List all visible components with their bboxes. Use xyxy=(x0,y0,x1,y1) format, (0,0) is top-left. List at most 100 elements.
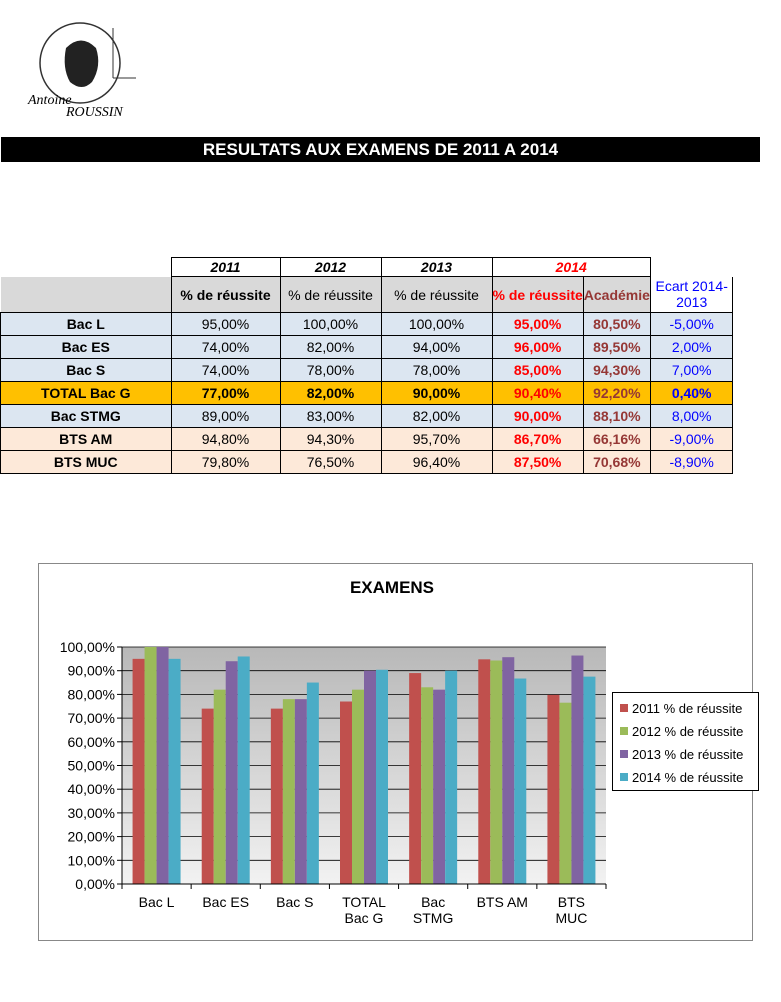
bar xyxy=(144,647,157,884)
results-table: 2011 2012 2013 2014% de réussite% de réussi… xyxy=(0,257,734,474)
table-row: TOTAL Bac G 77,00% 82,00% 90,00% 90,40% 92,20… xyxy=(0,381,734,405)
bar xyxy=(364,670,376,884)
cell: 96,40% xyxy=(380,450,493,474)
legend-label: 2013 % de réussite xyxy=(632,747,743,762)
bar xyxy=(433,689,446,884)
y-tick-label: 100,00% xyxy=(60,639,115,655)
header-row: % de réussite% de réussite% de réussite%… xyxy=(0,276,734,313)
cell: 94,30% xyxy=(279,427,382,451)
blank xyxy=(649,257,733,277)
column-header: Académie xyxy=(582,276,651,313)
bar xyxy=(306,682,319,884)
table-row: BTS MUC 79,80% 76,50% 96,40% 87,50% 70,68% -8,… xyxy=(0,450,734,474)
bar xyxy=(514,678,527,884)
chart-title: EXAMENS xyxy=(350,578,434,597)
bar xyxy=(421,687,434,884)
legend-box xyxy=(612,692,759,791)
cell: 88,10% xyxy=(582,404,651,428)
y-tick-label: 20,00% xyxy=(68,829,115,845)
x-tick-label: BTS MUC xyxy=(555,894,588,926)
y-tick-label: 0,00% xyxy=(75,876,115,892)
cell: 87,50% xyxy=(491,450,584,474)
cell: -8,90% xyxy=(649,450,734,474)
table-row: Bac L 95,00% 100,00% 100,00% 95,00% 80,50% -5,… xyxy=(0,312,734,336)
x-tick-label: Bac STMG xyxy=(412,894,454,926)
cell: -9,00% xyxy=(649,427,734,451)
x-tick-label: Bac S xyxy=(276,894,314,910)
y-tick-label: 30,00% xyxy=(68,805,115,821)
y-tick-label: 10,00% xyxy=(68,852,115,868)
logo: Antoine ROUSSIN xyxy=(27,22,136,120)
table-row: Bac ES 74,00% 82,00% 94,00% 96,00% 89,50% 2,00… xyxy=(0,335,734,359)
bar xyxy=(376,669,388,884)
cell: 82,00% xyxy=(279,381,382,405)
bar xyxy=(352,689,364,884)
logo-text: Antoine xyxy=(27,93,72,108)
row-label: BTS MUC xyxy=(0,450,172,474)
cell: 89,00% xyxy=(170,404,281,428)
bar xyxy=(294,699,307,884)
legend-swatch xyxy=(620,727,628,735)
bar xyxy=(225,661,238,884)
cell: 78,00% xyxy=(279,358,382,382)
cell: 77,00% xyxy=(170,381,281,405)
y-tick-label: 60,00% xyxy=(68,734,115,750)
legend-swatch xyxy=(620,773,628,781)
cell: -5,00% xyxy=(649,312,734,336)
x-tick-label: Bac L xyxy=(138,894,175,910)
column-header: % de réussite xyxy=(380,276,493,313)
x-tick-label: BTS AM xyxy=(476,894,528,910)
y-tick-label: 40,00% xyxy=(68,781,115,797)
y-tick-label: 50,00% xyxy=(68,758,115,774)
cell: 94,30% xyxy=(582,358,651,382)
bar xyxy=(237,656,250,884)
cell: 82,00% xyxy=(279,335,382,359)
cell: 80,50% xyxy=(582,312,651,336)
bar xyxy=(445,670,458,884)
cell: 86,70% xyxy=(491,427,584,451)
table-row: Bac S 74,00% 78,00% 78,00% 85,00% 94,30% 7,00% xyxy=(0,358,734,382)
cell: 8,00% xyxy=(649,404,734,428)
cell: 0,40% xyxy=(649,381,734,405)
title: RESULTATS AUX EXAMENS DE 2011 A 2014 xyxy=(1,137,760,162)
bar xyxy=(201,708,214,884)
x-tick-label: TOTAL Bac G xyxy=(342,894,386,926)
legend-label: 2011 % de réussite xyxy=(632,701,742,716)
legend-swatch xyxy=(620,750,628,758)
cell: 74,00% xyxy=(170,335,281,359)
year-header: 2014 xyxy=(491,257,651,277)
cell: 90,40% xyxy=(491,381,584,405)
bar xyxy=(571,655,584,884)
row-label: Bac L xyxy=(0,312,172,336)
bar xyxy=(340,701,352,884)
bar xyxy=(478,659,491,884)
bar xyxy=(132,658,145,884)
cell: 76,50% xyxy=(279,450,382,474)
column-header: % de réussite xyxy=(491,276,584,313)
bar xyxy=(583,676,596,884)
column-header: % de réussite xyxy=(279,276,382,313)
table-row: Bac STMG 89,00% 83,00% 82,00% 90,00% 88,10% 8,… xyxy=(0,404,734,428)
legend-label: 2014 % de réussite xyxy=(632,770,743,785)
table-row: BTS AM 94,80% 94,30% 95,70% 86,70% 66,16% -9,0… xyxy=(0,427,734,451)
row-label: TOTAL Bac G xyxy=(0,381,172,405)
cell: 94,00% xyxy=(380,335,493,359)
logo-text: ROUSSIN xyxy=(65,105,123,120)
bar xyxy=(490,660,503,884)
column-header: Ecart 2014-2013 xyxy=(649,276,734,313)
bar xyxy=(502,657,515,884)
bar xyxy=(282,699,295,884)
bar xyxy=(547,694,560,884)
cell: 92,20% xyxy=(582,381,651,405)
column-header: % de réussite xyxy=(170,276,281,313)
cell: 82,00% xyxy=(380,404,493,428)
legend-swatch xyxy=(620,704,628,712)
legend-label: 2012 % de réussite xyxy=(632,724,743,739)
bar xyxy=(270,708,283,884)
bar xyxy=(409,673,422,884)
y-tick-label: 70,00% xyxy=(68,710,115,726)
bar xyxy=(156,647,169,884)
cell: 79,80% xyxy=(170,450,281,474)
